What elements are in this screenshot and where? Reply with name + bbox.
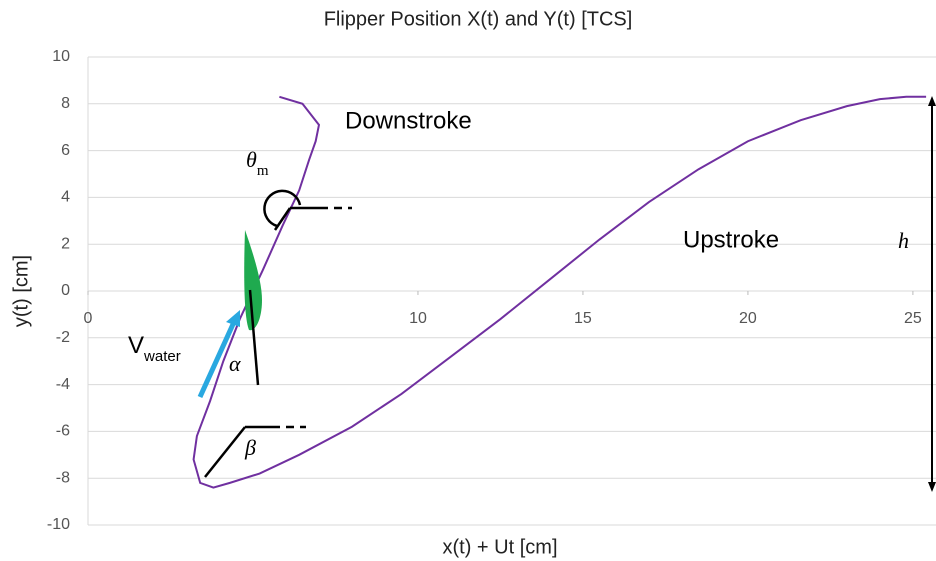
x-tick-label: 0 bbox=[84, 310, 93, 327]
series-line bbox=[192, 95, 927, 489]
y-tick-label: 4 bbox=[61, 189, 70, 206]
symbol: θm bbox=[246, 147, 269, 179]
flipper bbox=[244, 230, 262, 331]
chart-title: Flipper Position X(t) and Y(t) [TCS] bbox=[324, 8, 633, 30]
annotation: Upstroke bbox=[683, 226, 779, 253]
symbol: α bbox=[229, 351, 241, 376]
y-tick-label: 8 bbox=[61, 95, 70, 112]
x-axis-label: x(t) + Ut [cm] bbox=[443, 536, 558, 558]
x-tick-label: 10 bbox=[409, 310, 427, 327]
annotation: h bbox=[898, 228, 909, 253]
y-tick-label: 0 bbox=[61, 282, 70, 299]
symbol: Vwater bbox=[128, 332, 181, 365]
water-arrow-head bbox=[226, 310, 240, 327]
theta-arc bbox=[263, 189, 302, 228]
y-tick-label: 6 bbox=[61, 142, 70, 159]
symbol-main: β bbox=[244, 435, 256, 460]
y-tick-label: -8 bbox=[56, 469, 70, 486]
beta-line bbox=[204, 426, 246, 478]
symbol-main: α bbox=[229, 351, 241, 376]
h-arrow-top bbox=[928, 96, 936, 106]
x-tick-label: 15 bbox=[574, 310, 592, 327]
alpha-line bbox=[248, 289, 260, 386]
y-axis-label: y(t) [cm] bbox=[10, 255, 32, 327]
water-arrow bbox=[197, 320, 237, 399]
y-tick-label: 10 bbox=[52, 48, 70, 65]
symbol-main: V bbox=[128, 332, 144, 359]
y-tick-label: -4 bbox=[56, 376, 70, 393]
h-arrow-bottom bbox=[928, 482, 936, 492]
theta-line bbox=[273, 207, 292, 231]
symbol-sub: water bbox=[143, 348, 181, 365]
y-tick-label: -6 bbox=[56, 423, 70, 440]
x-tick-label: 20 bbox=[739, 310, 757, 327]
x-tick-label: 25 bbox=[904, 310, 922, 327]
plot: -10-8-6-4-202468100510152025 bbox=[47, 48, 936, 533]
symbol: β bbox=[244, 435, 256, 460]
y-tick-label: -2 bbox=[56, 329, 70, 346]
annotation: Downstroke bbox=[345, 107, 472, 134]
y-tick-label: -10 bbox=[47, 516, 70, 533]
symbol-main: θ bbox=[246, 147, 257, 172]
symbol-sub: m bbox=[257, 163, 269, 179]
y-tick-label: 2 bbox=[61, 235, 70, 252]
